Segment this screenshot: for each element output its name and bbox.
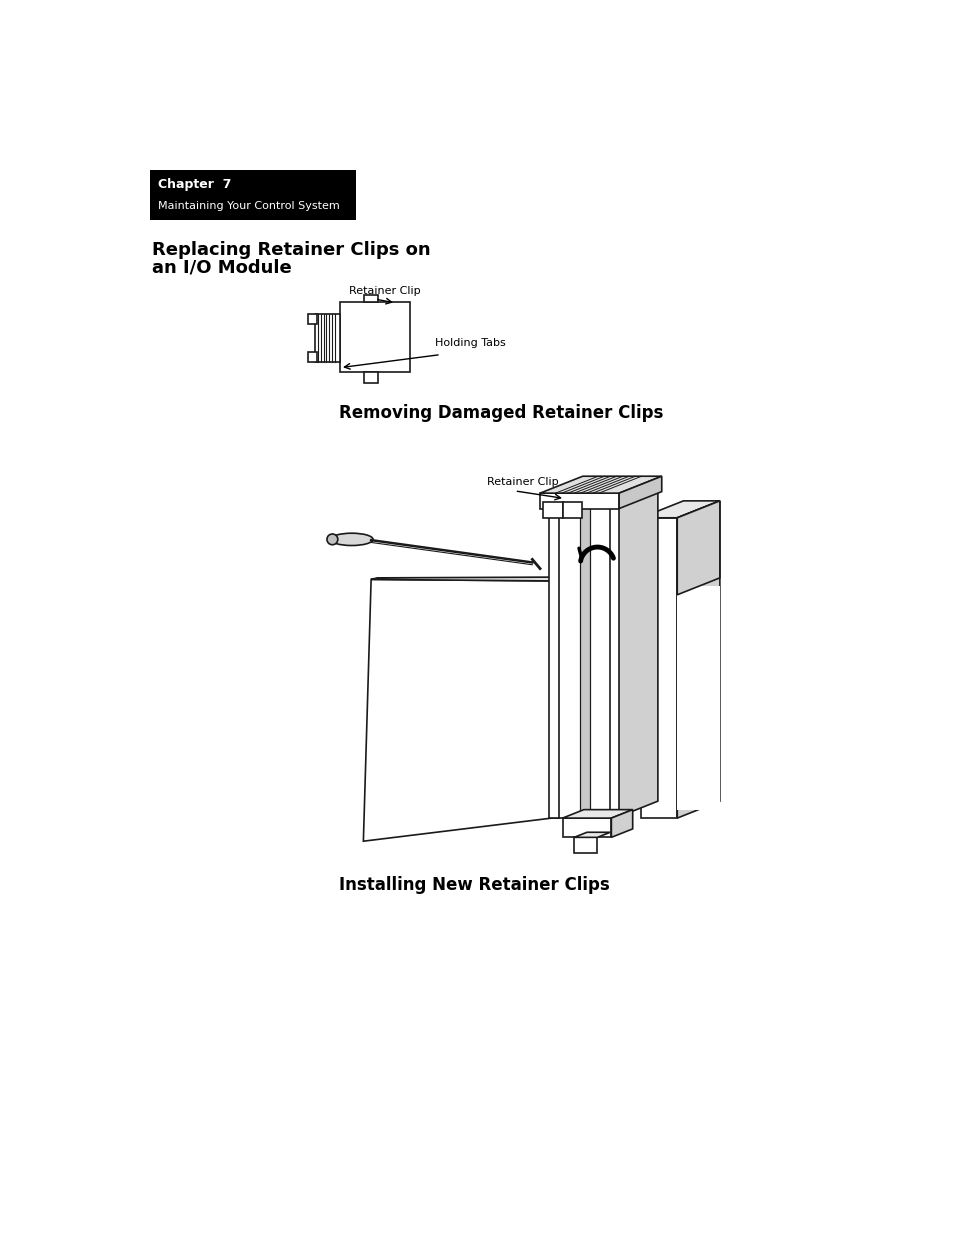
Circle shape	[327, 534, 337, 545]
Polygon shape	[677, 501, 720, 818]
Polygon shape	[615, 485, 658, 818]
Bar	[315, 314, 340, 362]
Bar	[549, 503, 558, 818]
Polygon shape	[574, 837, 597, 852]
Polygon shape	[611, 810, 632, 837]
Text: Replacing Retainer Clips on: Replacing Retainer Clips on	[152, 241, 430, 258]
Bar	[579, 506, 590, 814]
Polygon shape	[618, 477, 661, 509]
Polygon shape	[574, 832, 610, 837]
Text: Removing Damaged Retainer Clips: Removing Damaged Retainer Clips	[338, 404, 662, 422]
Polygon shape	[371, 577, 558, 580]
Polygon shape	[363, 579, 551, 841]
Polygon shape	[562, 503, 581, 517]
Bar	[364, 372, 377, 383]
Bar	[609, 503, 618, 818]
Polygon shape	[553, 503, 615, 818]
Text: Maintaining Your Control System: Maintaining Your Control System	[158, 201, 339, 211]
Text: Retainer Clip: Retainer Clip	[487, 477, 558, 487]
Polygon shape	[640, 501, 720, 517]
Bar	[307, 352, 316, 362]
Bar	[677, 587, 720, 810]
Bar	[150, 169, 355, 220]
Text: Chapter  7: Chapter 7	[158, 178, 232, 191]
Bar	[364, 294, 377, 303]
Bar	[340, 303, 410, 372]
Polygon shape	[640, 517, 677, 818]
Text: Installing New Retainer Clips: Installing New Retainer Clips	[338, 876, 609, 894]
Polygon shape	[677, 501, 720, 595]
Ellipse shape	[330, 534, 373, 546]
Polygon shape	[562, 818, 611, 837]
Polygon shape	[553, 485, 658, 503]
Polygon shape	[562, 810, 632, 818]
Text: Retainer Clip: Retainer Clip	[349, 287, 420, 296]
Polygon shape	[539, 493, 618, 509]
Text: an I/O Module: an I/O Module	[152, 258, 292, 277]
Bar	[307, 314, 316, 324]
Polygon shape	[542, 503, 562, 517]
Text: Holding Tabs: Holding Tabs	[435, 338, 506, 348]
Polygon shape	[539, 477, 661, 493]
